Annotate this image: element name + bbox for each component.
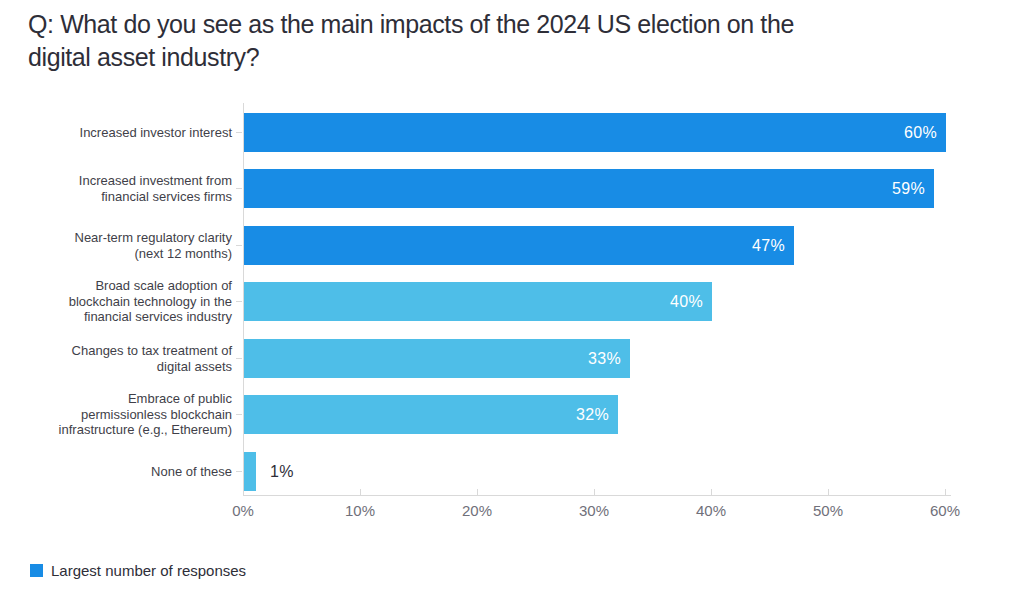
- category-tick: [236, 301, 242, 302]
- bar-row-blockchain-adoption: Broad scale adoption of blockchain techn…: [0, 282, 1024, 321]
- x-axis-tick: [477, 489, 478, 495]
- bar: 32%: [244, 395, 618, 434]
- chart-figure: Q: What do you see as the main impacts o…: [0, 0, 1024, 594]
- bar-row-none-of-these: None of these 1%: [0, 452, 1024, 491]
- category-label: Increased investment from financial serv…: [0, 173, 232, 204]
- x-axis-line: [243, 495, 951, 496]
- bar-row-increased-investment: Increased investment from financial serv…: [0, 169, 1024, 208]
- category-label: Embrace of public permissionless blockch…: [0, 391, 232, 438]
- x-axis-tick-label: 30%: [579, 502, 609, 519]
- bar: 1%: [244, 452, 256, 491]
- x-axis-tick-label: 10%: [345, 502, 375, 519]
- category-tick: [236, 471, 242, 472]
- bar: 40%: [244, 282, 712, 321]
- x-axis-tick: [360, 489, 361, 495]
- category-label: Broad scale adoption of blockchain techn…: [0, 278, 232, 325]
- legend-swatch: [30, 564, 43, 577]
- bar: 47%: [244, 226, 794, 265]
- x-axis-tick-label: 60%: [930, 502, 960, 519]
- x-axis-tick-label: 20%: [462, 502, 492, 519]
- value-label: 60%: [904, 124, 937, 142]
- category-tick: [236, 245, 242, 246]
- value-label: 1%: [270, 463, 294, 481]
- category-tick: [236, 132, 242, 133]
- legend-label: Largest number of responses: [51, 562, 246, 579]
- category-tick: [236, 414, 242, 415]
- x-axis-tick: [828, 489, 829, 495]
- x-axis-tick-label: 50%: [813, 502, 843, 519]
- category-label: Changes to tax treatment of digital asse…: [0, 343, 232, 374]
- bar: 60%: [244, 113, 946, 152]
- legend: Largest number of responses: [30, 562, 246, 579]
- value-label: 33%: [588, 350, 621, 368]
- value-label: 59%: [892, 180, 925, 198]
- x-axis-tick: [594, 489, 595, 495]
- x-axis-tick: [711, 489, 712, 495]
- value-label: 40%: [670, 293, 703, 311]
- category-label: Increased investor interest: [0, 125, 232, 141]
- bar: 59%: [244, 169, 934, 208]
- x-axis-tick: [945, 489, 946, 495]
- category-label: None of these: [0, 464, 232, 480]
- category-label: Near-term regulatory clarity (next 12 mo…: [0, 230, 232, 261]
- bar-row-increased-investor-interest: Increased investor interest 60%: [0, 113, 1024, 152]
- chart-question-title: Q: What do you see as the main impacts o…: [28, 8, 968, 74]
- x-axis-tick: [243, 489, 244, 495]
- bar-row-regulatory-clarity: Near-term regulatory clarity (next 12 mo…: [0, 226, 1024, 265]
- x-axis-tick-label: 40%: [696, 502, 726, 519]
- bar: 33%: [244, 339, 630, 378]
- category-tick: [236, 358, 242, 359]
- x-axis-tick-label: 0%: [232, 502, 254, 519]
- category-tick: [236, 188, 242, 189]
- value-label: 47%: [752, 237, 785, 255]
- bar-row-tax-treatment: Changes to tax treatment of digital asse…: [0, 339, 1024, 378]
- bar-row-permissionless-blockchain: Embrace of public permissionless blockch…: [0, 395, 1024, 434]
- value-label: 32%: [576, 406, 609, 424]
